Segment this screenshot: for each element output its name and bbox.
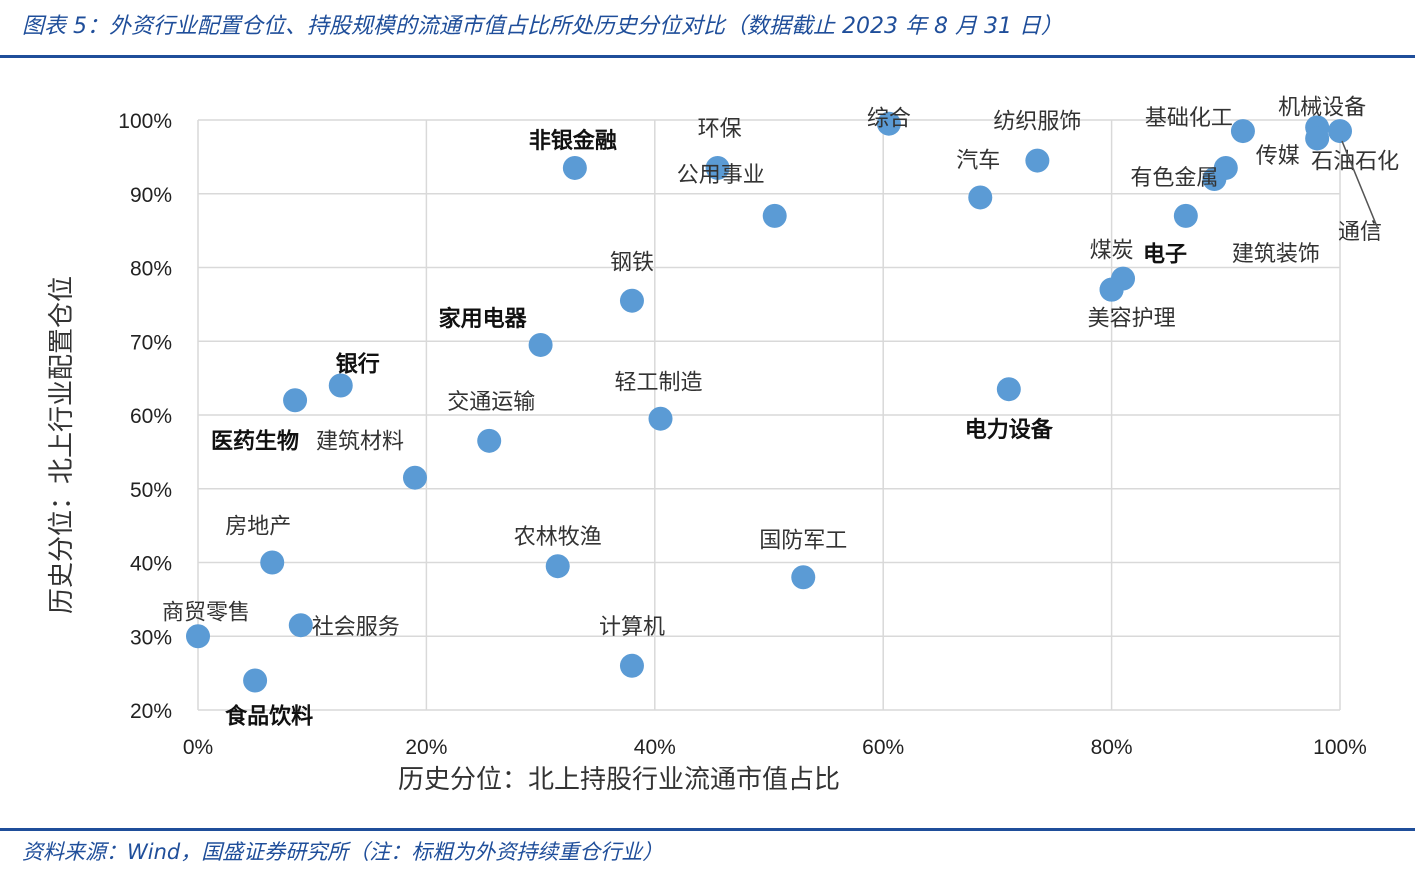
x-tick-label: 20%: [405, 736, 447, 759]
y-tick-label: 60%: [130, 405, 172, 428]
data-point: [260, 550, 285, 575]
data-label: 传媒: [1256, 144, 1300, 169]
data-label: 非银金融: [529, 128, 617, 154]
data-point: [528, 332, 553, 357]
data-label: 房地产: [225, 515, 291, 540]
x-tick-label: 100%: [1313, 736, 1367, 759]
data-label: 农林牧渔: [514, 525, 602, 550]
data-label: 社会服务: [312, 615, 400, 640]
data-label: 银行: [336, 352, 380, 378]
data-point: [288, 613, 313, 638]
data-label: 电子: [1143, 242, 1187, 268]
data-point: [996, 377, 1021, 402]
data-point: [1305, 126, 1330, 151]
data-point: [1025, 148, 1050, 173]
grid-lines: [197, 119, 1341, 711]
data-point: [876, 111, 901, 136]
source-note: 资料来源：Wind，国盛证券研究所（注：标粗为外资持续重仓行业）: [22, 840, 664, 864]
data-point: [619, 653, 644, 678]
data-point: [791, 565, 816, 590]
bottom-rule: [0, 828, 1415, 831]
data-label: 食品饮料: [225, 704, 313, 730]
y-tick-label: 70%: [130, 331, 172, 354]
data-point: [1173, 203, 1198, 228]
data-label: 商贸零售: [162, 600, 250, 625]
x-tick-label: 80%: [1091, 736, 1133, 759]
data-label: 电力设备: [965, 417, 1054, 443]
x-axis-title: 历史分位：北上持股行业流通市值占比: [398, 765, 840, 795]
data-point: [1213, 155, 1238, 180]
data-point: [1099, 277, 1124, 302]
y-tick-label: 30%: [130, 626, 172, 649]
data-label: 建筑装饰: [1232, 242, 1320, 267]
data-point: [968, 185, 993, 210]
data-label: 综合: [867, 107, 911, 132]
data-point: [1230, 119, 1255, 144]
y-tick-label: 80%: [130, 258, 172, 281]
scatter-chart: 20% 30% 40% 50% 60% 70% 80% 90% 100% 0% 20% 40% 60% 8…: [47, 95, 1399, 795]
data-label: 轻工制造: [615, 371, 703, 396]
data-label: 计算机: [599, 615, 665, 640]
data-point: [762, 203, 787, 228]
data-point: [705, 155, 730, 180]
figure-title: 图表 5：外资行业配置仓位、持股规模的流通市值占比所处历史分位对比（数据截止 2…: [22, 14, 1063, 39]
data-label: 机械设备: [1278, 95, 1366, 120]
data-point: [648, 406, 673, 431]
y-tick-label: 40%: [130, 553, 172, 576]
data-label: 建筑材料: [316, 430, 404, 455]
data-point: [283, 388, 308, 413]
data-point: [1328, 119, 1352, 144]
x-tick-label: 60%: [862, 736, 904, 759]
data-label: 国防军工: [759, 528, 847, 553]
data-label: 医药生物: [211, 428, 299, 454]
data-point: [562, 155, 587, 180]
data-label: 有色金属: [1130, 166, 1218, 191]
data-point: [328, 373, 353, 398]
data-point: [619, 288, 644, 313]
data-label: 煤炭: [1090, 239, 1134, 264]
y-tick-label: 100%: [118, 110, 172, 133]
y-axis-title: 历史分位：北上行业配置仓位: [47, 276, 77, 614]
y-tick-label: 20%: [130, 700, 172, 723]
data-label: 公用事业: [677, 163, 765, 188]
data-points: [186, 111, 1352, 693]
tick-labels: 20% 30% 40% 50% 60% 70% 80% 90% 100% 0% 20% 40% 60% 8…: [118, 110, 1367, 759]
data-label: 通信: [1338, 220, 1382, 245]
data-label: 汽车: [956, 148, 1000, 173]
data-label: 石油石化: [1311, 149, 1399, 174]
top-rule: [0, 55, 1415, 58]
data-point: [477, 428, 502, 453]
x-tick-label: 0%: [183, 736, 213, 759]
x-tick-label: 40%: [634, 736, 676, 759]
callout-line: [1341, 140, 1379, 230]
data-label: 纺织服饰: [993, 110, 1081, 135]
data-point: [402, 465, 427, 490]
data-label: 家用电器: [439, 306, 528, 332]
data-point: [545, 554, 570, 579]
data-point: [243, 668, 268, 693]
data-label: 基础化工: [1145, 106, 1233, 131]
data-label: 钢铁: [610, 251, 654, 276]
y-tick-label: 50%: [130, 479, 172, 502]
data-label: 美容护理: [1088, 307, 1176, 332]
data-label: 环保: [698, 117, 742, 142]
y-tick-label: 90%: [130, 184, 172, 207]
data-point: [186, 624, 210, 649]
data-label: 交通运输: [447, 390, 535, 415]
